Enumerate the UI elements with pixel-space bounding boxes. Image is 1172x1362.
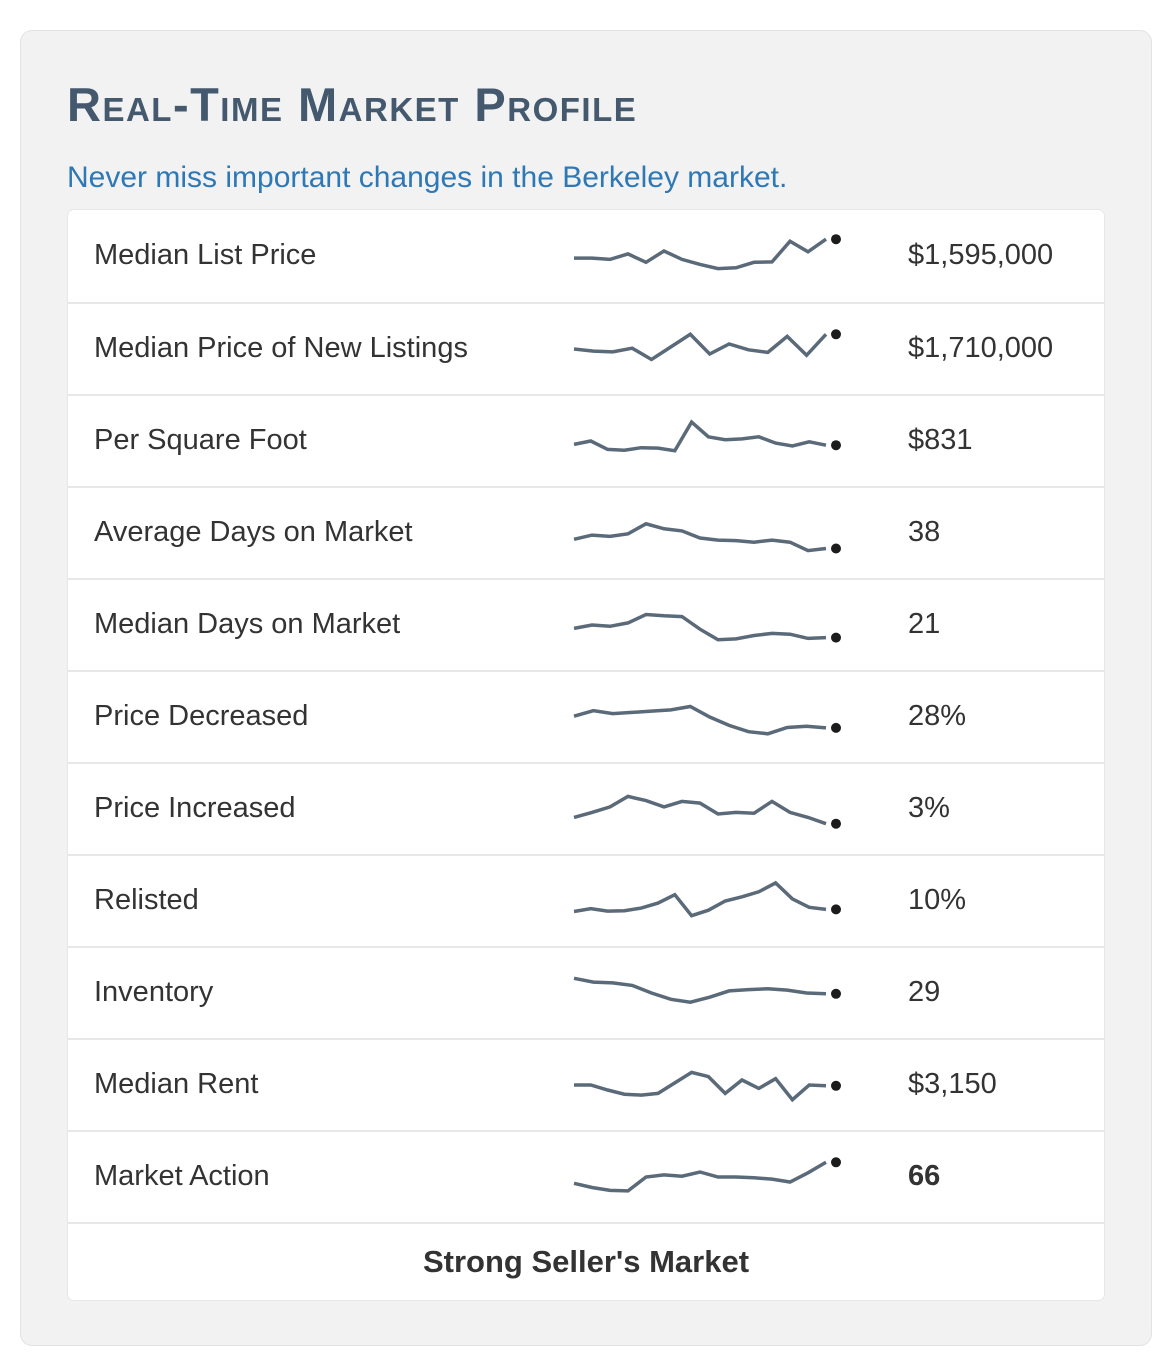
table-row: Market Action 66 — [68, 1129, 1104, 1222]
metric-value: 28% — [908, 700, 967, 733]
metric-label: Market Action — [94, 1160, 270, 1193]
metric-label: Price Increased — [94, 792, 296, 825]
table-row: Price Decreased 28% — [68, 669, 1104, 762]
sparkline-svg — [574, 233, 841, 271]
metric-value: $3,150 — [908, 1068, 997, 1101]
metric-label: Per Square Foot — [94, 424, 307, 457]
sparkline-chart — [570, 505, 862, 561]
metric-label: Average Days on Market — [94, 516, 413, 549]
page-subtitle: Never miss important changes in the Berk… — [67, 160, 788, 194]
metric-value: 10% — [908, 884, 967, 917]
sparkline-chart — [570, 873, 862, 929]
sparkline-chart — [570, 781, 862, 837]
sparkline-svg — [573, 328, 841, 362]
market-table: Median List Price $1,595,000 Median Pric… — [67, 208, 1105, 1301]
metric-label: Price Decreased — [94, 700, 309, 733]
table-row: Median List Price $1,595,000 — [68, 210, 1104, 302]
market-profile-card: Real-Time Market Profile Never miss impo… — [20, 30, 1152, 1346]
table-row: Median Rent $3,150 — [68, 1037, 1104, 1130]
metric-label: Relisted — [94, 884, 199, 917]
metric-value: 29 — [908, 976, 941, 1009]
sparkline-chart — [570, 965, 862, 1021]
table-row: Average Days on Market 38 — [68, 485, 1104, 578]
sparkline-chart — [570, 321, 862, 377]
metric-label: Median Rent — [94, 1068, 259, 1101]
sparkline-svg — [573, 1156, 841, 1193]
table-row: Median Days on Market 21 — [68, 577, 1104, 670]
metric-label: Median Days on Market — [94, 608, 401, 641]
metric-label: Median Price of New Listings — [94, 332, 468, 365]
sparkline-svg — [573, 794, 841, 829]
page-title: Real-Time Market Profile — [67, 78, 638, 131]
sparkline-chart — [570, 689, 862, 745]
metric-value: 3% — [908, 792, 950, 825]
metric-value: 66 — [908, 1160, 941, 1193]
sparkline-svg — [573, 419, 841, 453]
sparkline-svg — [573, 612, 841, 643]
table-row: Price Increased 3% — [68, 761, 1104, 854]
sparkline-chart — [570, 228, 862, 284]
sparkline-svg — [573, 521, 841, 554]
table-row: Relisted 10% — [68, 853, 1104, 946]
sparkline-svg — [574, 1070, 841, 1102]
metric-label: Median List Price — [94, 239, 317, 272]
metric-value: 38 — [908, 516, 941, 549]
sparkline-chart — [570, 597, 862, 653]
metric-value: $1,595,000 — [908, 239, 1054, 272]
metric-label: Inventory — [94, 976, 214, 1009]
sparkline-svg — [573, 880, 841, 918]
metric-value: 21 — [908, 608, 941, 641]
sparkline-chart — [570, 1149, 862, 1205]
table-row: Median Price of New Listings $1,710,000 — [68, 301, 1104, 394]
sparkline-svg — [573, 976, 841, 1004]
sparkline-svg — [573, 704, 841, 736]
sparkline-chart — [570, 413, 862, 469]
market-status-text: Strong Seller's Market — [68, 1221, 1104, 1300]
metric-value: $1,710,000 — [908, 332, 1054, 365]
sparkline-chart — [570, 1057, 862, 1113]
table-row: Per Square Foot $831 — [68, 393, 1104, 486]
metric-value: $831 — [908, 424, 973, 457]
table-row: Inventory 29 — [68, 945, 1104, 1038]
